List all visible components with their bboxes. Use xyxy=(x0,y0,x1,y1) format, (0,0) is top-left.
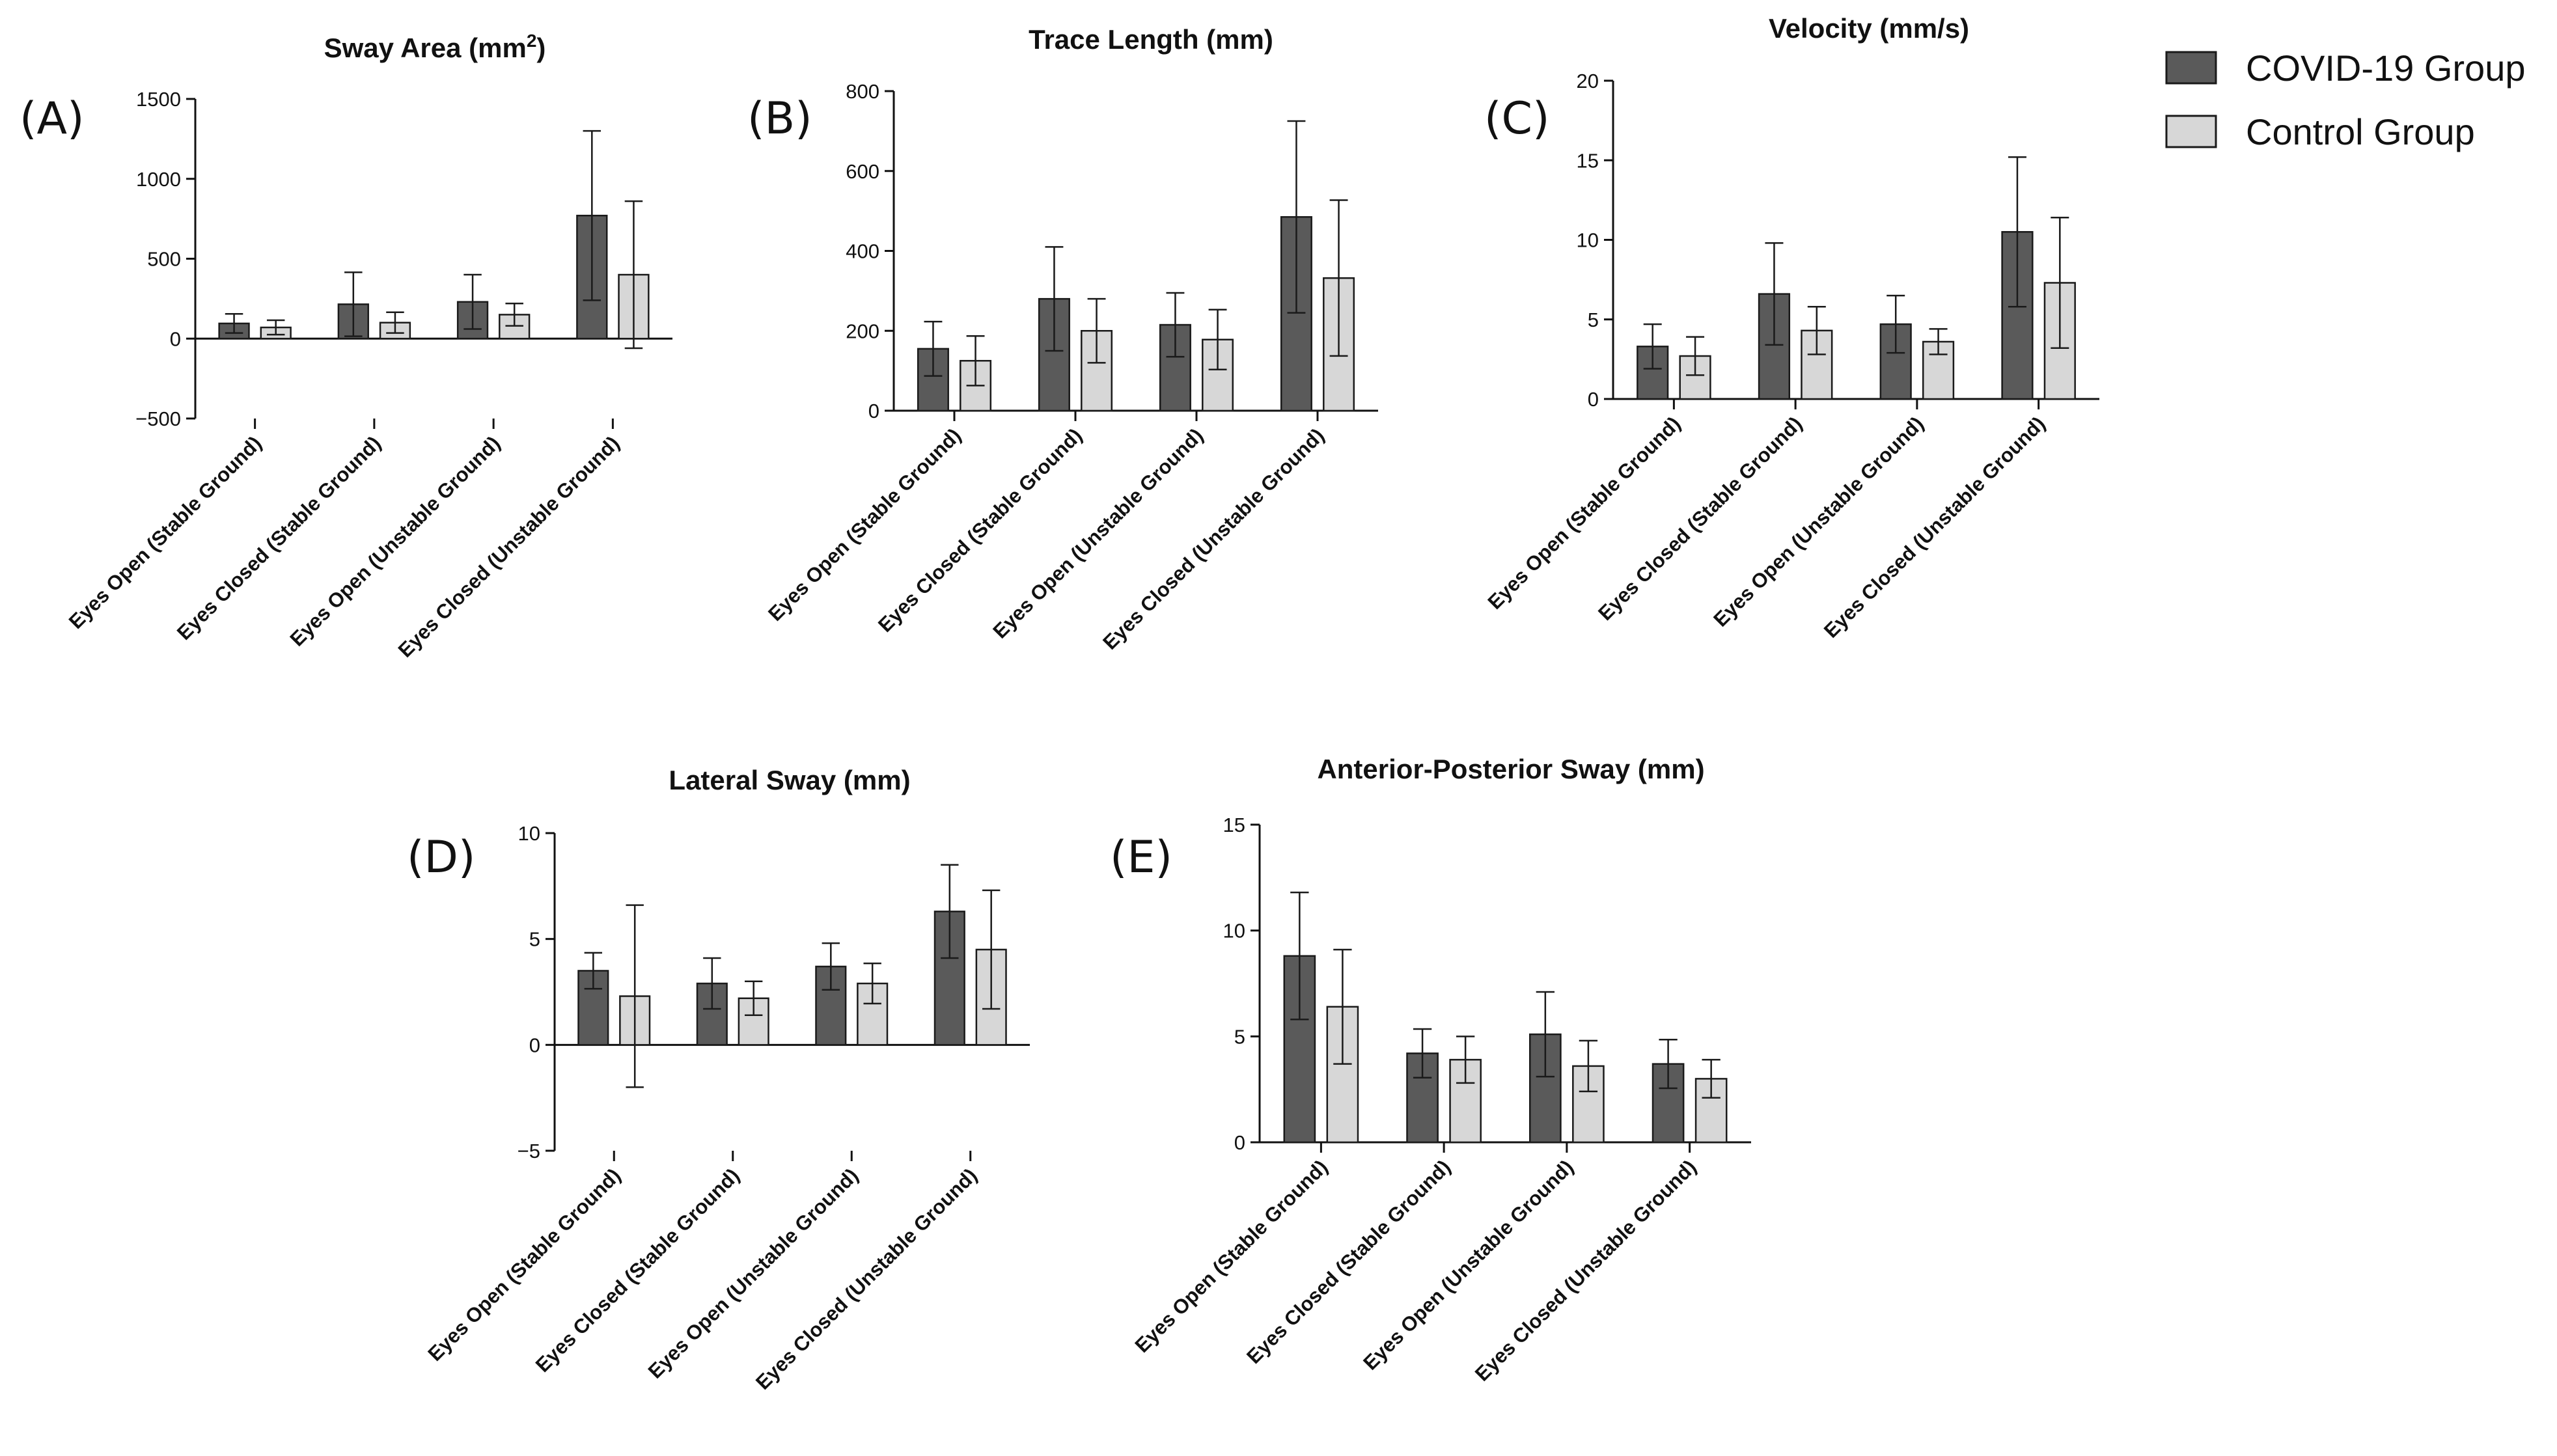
legend-swatch-control xyxy=(2165,115,2217,148)
x-category-label: Eyes Open (Unstable Ground) xyxy=(644,1164,863,1383)
y-tick-label: 400 xyxy=(846,240,879,263)
panel-e: Anterior-Posterior Sway (mm) (E) 0 5 10 15 Eye… xyxy=(1110,754,1751,1386)
y-tick-label: 5 xyxy=(1588,309,1599,331)
panel-b: Trace Length (mm) (B) 0 200 400 600 800 Eyes Op… xyxy=(747,24,1378,654)
x-category-label: Eyes Closed (Unstable Ground) xyxy=(1098,424,1329,654)
panel-letter: (E) xyxy=(1110,832,1172,883)
legend-swatch-covid xyxy=(2165,51,2217,85)
x-category-label: Eyes Closed (Unstable Ground) xyxy=(751,1164,982,1394)
panel-title-text: Anterior-Posterior Sway (mm) xyxy=(1317,754,1704,784)
panel-title-superscript: 2 xyxy=(527,31,537,51)
panel-title: Trace Length (mm) xyxy=(1029,24,1273,55)
panel-title-text: Trace Length (mm) xyxy=(1029,24,1273,55)
panel-title-suffix: ) xyxy=(536,33,546,63)
panel-title-text: Lateral Sway (mm) xyxy=(669,765,910,795)
y-tick-label: 15 xyxy=(1577,149,1599,172)
x-category-label: Eyes Closed (Stable Ground) xyxy=(1242,1155,1455,1368)
y-tick-label: −5 xyxy=(518,1140,540,1162)
panel-letter: (C) xyxy=(1484,93,1550,144)
x-category-label: Eyes Closed (Stable Ground) xyxy=(874,424,1086,637)
y-tick-label: 500 xyxy=(147,248,181,271)
x-category-label: Eyes Open (Stable Ground) xyxy=(1131,1155,1333,1357)
panel-title: Velocity (mm/s) xyxy=(1769,13,1969,44)
x-category-label: Eyes Open (Stable Ground) xyxy=(423,1164,625,1366)
panel-letter: (A) xyxy=(20,93,85,144)
panel-title: Anterior-Posterior Sway (mm) xyxy=(1317,754,1704,784)
y-tick-label: 0 xyxy=(868,400,879,422)
panel-c: Velocity (mm/s) (C) 0 5 10 15 20 Eyes Open (Sta… xyxy=(1484,13,2099,642)
y-tick-label: 0 xyxy=(1588,388,1599,411)
y-tick-label: 10 xyxy=(518,822,540,845)
legend-label-control: Control Group xyxy=(2246,111,2475,152)
x-category-label: Eyes Open (Unstable Ground) xyxy=(988,424,1208,643)
y-tick-label: 0 xyxy=(1234,1131,1245,1154)
legend-label-covid: COVID-19 Group xyxy=(2246,48,2526,89)
y-tick-label: 5 xyxy=(529,928,540,951)
panel-title: Lateral Sway (mm) xyxy=(669,765,910,795)
legend: COVID-19 Group Control Group xyxy=(2165,48,2526,152)
panel-letter: (D) xyxy=(407,832,475,883)
x-category-label: Eyes Open (Stable Ground) xyxy=(1484,412,1685,614)
x-category-label: Eyes Open (Stable Ground) xyxy=(64,432,266,633)
panel-a: Sway Area (mm2) (A) −500 0 500 1000 1500 Eyes O… xyxy=(20,31,672,662)
x-category-label: Eyes Closed (Stable Ground) xyxy=(173,432,385,644)
x-category-label: Eyes Closed (Unstable Ground) xyxy=(394,432,624,662)
y-tick-label: 15 xyxy=(1223,814,1245,836)
y-tick-label: −500 xyxy=(135,407,181,430)
x-category-label: Eyes Closed (Stable Ground) xyxy=(531,1164,744,1377)
x-category-label: Eyes Closed (Unstable Ground) xyxy=(1471,1155,1701,1386)
y-tick-label: 800 xyxy=(846,80,879,103)
y-tick-label: 600 xyxy=(846,160,879,183)
panel-title: Sway Area (mm2) xyxy=(324,31,546,63)
x-category-label: Eyes Closed (Unstable Ground) xyxy=(1819,412,2050,642)
y-tick-label: 10 xyxy=(1577,229,1599,252)
y-tick-label: 0 xyxy=(170,327,181,350)
y-tick-label: 10 xyxy=(1223,920,1245,942)
x-category-label: Eyes Open (Unstable Ground) xyxy=(1359,1155,1578,1375)
y-tick-label: 20 xyxy=(1577,70,1599,92)
y-tick-label: 0 xyxy=(529,1034,540,1056)
panel-title-text: Sway Area (mm xyxy=(324,33,527,63)
panel-d: Lateral Sway (mm) (D) −5 0 5 10 Eyes Open (Sta… xyxy=(407,765,1030,1394)
y-tick-label: 1000 xyxy=(136,168,181,191)
x-category-label: Eyes Open (Unstable Ground) xyxy=(286,432,505,651)
y-tick-label: 200 xyxy=(846,320,879,342)
y-tick-label: 5 xyxy=(1234,1025,1245,1048)
x-category-label: Eyes Open (Stable Ground) xyxy=(764,424,965,625)
panel-letter: (B) xyxy=(747,93,812,144)
x-category-label: Eyes Open (Unstable Ground) xyxy=(1709,412,1928,631)
y-tick-label: 1500 xyxy=(136,88,181,111)
panel-title-text: Velocity (mm/s) xyxy=(1769,13,1969,44)
x-category-label: Eyes Closed (Stable Ground) xyxy=(1594,412,1806,625)
